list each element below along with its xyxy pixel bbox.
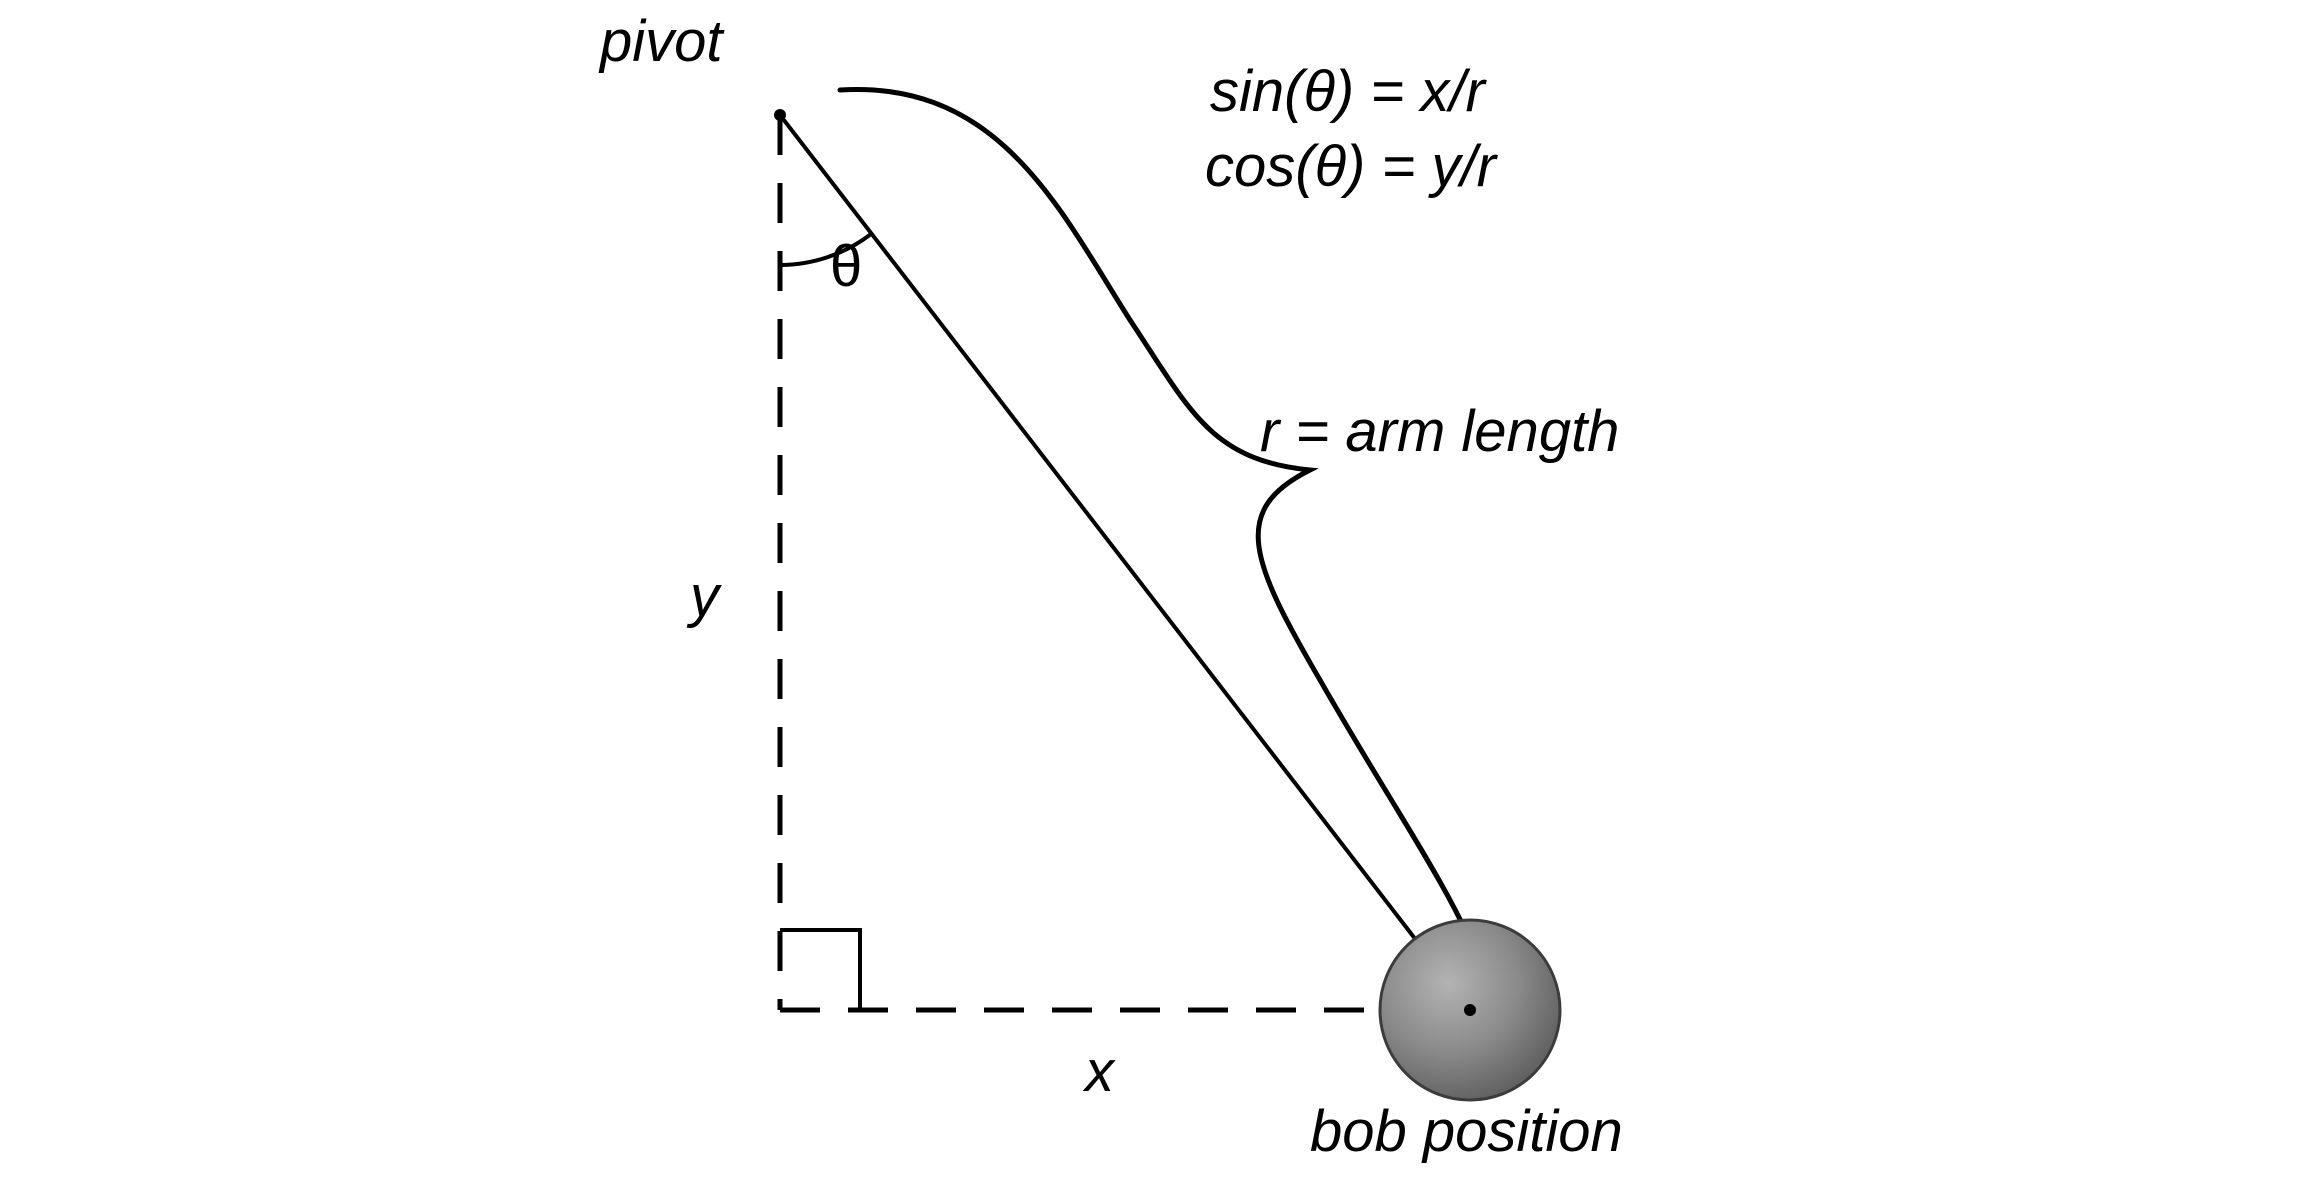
- pivot-point: [774, 109, 786, 121]
- x-axis-label: x: [1085, 1040, 1114, 1104]
- equation-cos: cos(θ) = y/r: [1205, 135, 1496, 199]
- bob-label: bob position: [1310, 1100, 1623, 1164]
- arm-brace: [840, 89, 1490, 990]
- theta-label: θ: [830, 235, 862, 299]
- right-angle-marker: [780, 930, 860, 1010]
- r-arm-length-label: r = arm length: [1260, 400, 1619, 464]
- y-axis-label: y: [690, 565, 719, 629]
- pivot-label: pivot: [600, 10, 723, 74]
- equation-sin: sin(θ) = x/r: [1210, 60, 1485, 124]
- pendulum-arm: [780, 115, 1470, 1010]
- bob-center-dot: [1464, 1004, 1476, 1016]
- pendulum-diagram: pivot θ y x bob position sin(θ) = x/r co…: [0, 0, 2303, 1187]
- diagram-svg: [0, 0, 2303, 1187]
